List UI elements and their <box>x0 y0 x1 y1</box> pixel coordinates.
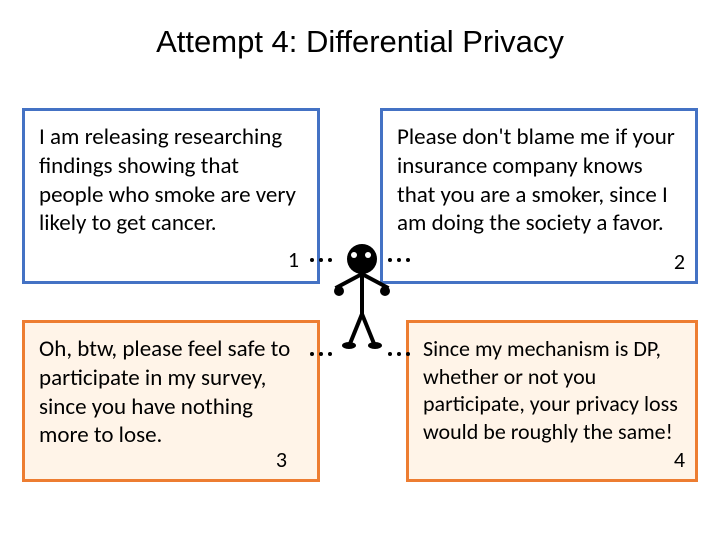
speech-box-3: Oh, btw, please feel safe to participate… <box>22 320 320 482</box>
speech-number-2: 2 <box>674 248 685 275</box>
speech-dots-icon <box>388 258 410 262</box>
speech-number-1: 1 <box>288 246 299 273</box>
page-title: Attempt 4: Differential Privacy <box>0 0 720 60</box>
speech-number-4: 4 <box>674 446 685 473</box>
stick-figure-icon <box>334 238 390 358</box>
speech-box-4: Since my mechanism is DP, whether or not… <box>406 320 698 482</box>
speech-text-2: Please don't blame me if your insurance … <box>397 123 681 238</box>
speech-dots-icon <box>388 352 410 356</box>
speech-number-3: 3 <box>276 446 287 473</box>
speech-text-4: Since my mechanism is DP, whether or not… <box>423 335 681 445</box>
speech-dots-icon <box>310 352 332 356</box>
speech-box-1: I am releasing researching findings show… <box>22 108 320 284</box>
speech-text-3: Oh, btw, please feel safe to participate… <box>39 335 303 450</box>
speech-dots-icon <box>310 258 332 262</box>
speech-box-2: Please don't blame me if your insurance … <box>380 108 698 284</box>
speech-text-1: I am releasing researching findings show… <box>39 123 303 238</box>
